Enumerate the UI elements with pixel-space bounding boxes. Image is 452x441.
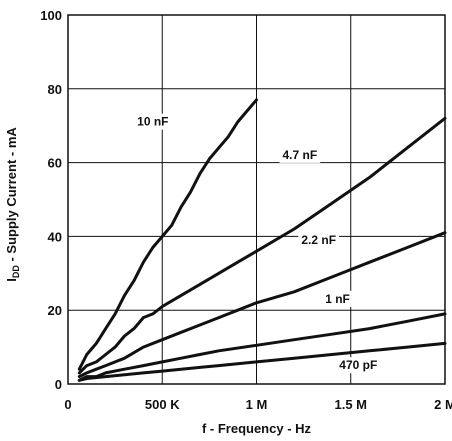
series-line-4-7-nf — [77, 116, 447, 375]
series-labels: 10 nF 4.7 nF 2.2 nF 1 nF 470 pF — [134, 113, 381, 374]
series-label-background — [134, 113, 172, 130]
y-tick-label-2: 40 — [48, 229, 62, 244]
series-curves — [77, 98, 447, 382]
y-axis-label: IDD - Supply Current - mA — [4, 127, 21, 282]
plot-frame — [67, 14, 446, 385]
series-label-background — [279, 146, 321, 163]
y-tick-label-3: 60 — [48, 156, 62, 171]
x-tick-label-4: 2 M — [434, 397, 452, 412]
x-tick-label-3: 1.5 M — [334, 397, 367, 412]
series-label-1-nf: 1 nF — [325, 292, 350, 306]
x-tick-label-0: 0 — [64, 397, 71, 412]
x-tick-labels: 0 500 K 1 M 1.5 M 2 M — [64, 397, 452, 412]
y-tick-label-0: 0 — [55, 377, 62, 392]
y-tick-label-4: 80 — [48, 82, 62, 97]
series-label-470-pf: 470 pF — [339, 358, 377, 372]
y-tick-label-5: 100 — [40, 8, 62, 23]
series-label-background — [336, 357, 381, 374]
y-tick-labels: 0 20 40 60 80 100 — [40, 8, 62, 392]
series-line-470-pf — [77, 341, 447, 382]
series-label-2-2-nf: 2.2 nF — [301, 233, 336, 247]
series-label-background — [322, 290, 353, 307]
y-tick-label-1: 20 — [48, 303, 62, 318]
grid-lines — [67, 14, 446, 385]
x-tick-label-1: 500 K — [145, 397, 180, 412]
y-axis-label-rest: - Supply Current - mA — [4, 127, 19, 266]
x-tick-label-2: 1 M — [246, 397, 268, 412]
y-axis-label-subscript: DD — [11, 265, 21, 278]
series-line-1-nf — [77, 312, 447, 382]
series-line-2-2-nf — [77, 231, 447, 379]
x-axis-label: f - Frequency - Hz — [202, 421, 312, 436]
series-label-10-nf: 10 nF — [137, 115, 168, 129]
y-axis-label-main: I — [4, 278, 19, 282]
series-label-background — [298, 231, 340, 248]
series-label-4-7-nf: 4.7 nF — [283, 148, 318, 162]
series-line-10-nf — [77, 98, 258, 371]
